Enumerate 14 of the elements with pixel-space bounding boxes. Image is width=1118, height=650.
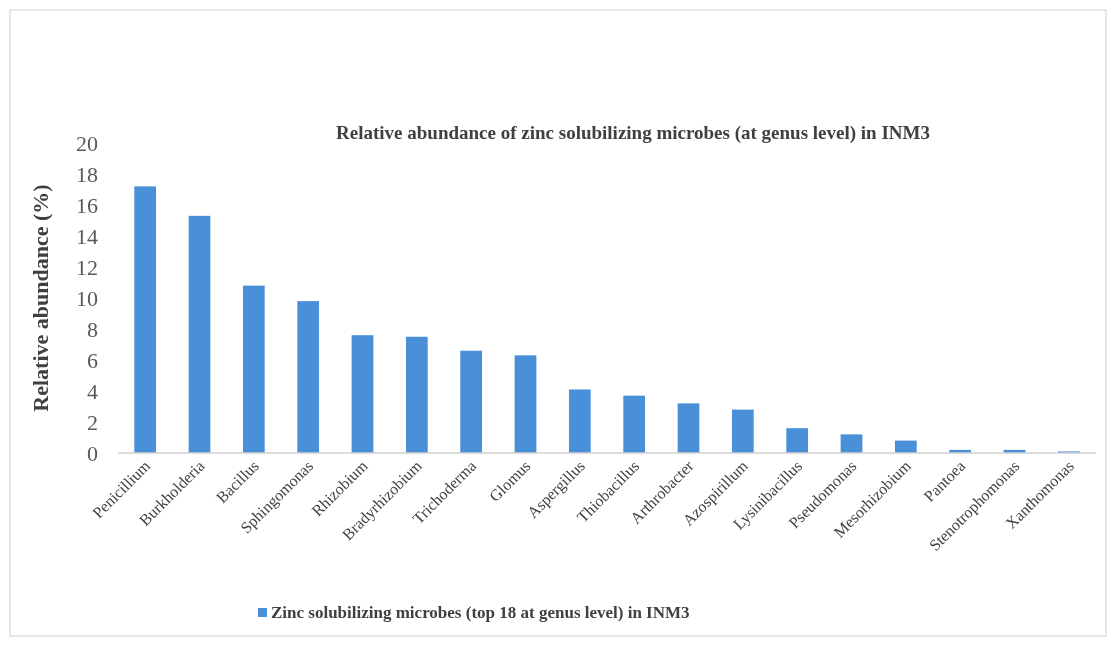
y-tick-label: 12 [76, 254, 98, 280]
y-tick-label: 14 [76, 223, 98, 249]
y-tick-label: 6 [87, 347, 98, 373]
y-tick-label: 20 [76, 130, 98, 156]
y-tick-label: 8 [87, 316, 98, 342]
y-tick-label: 2 [87, 409, 98, 435]
chart-title: Relative abundance of zinc solubilizing microbes (at genus level) in INM3 [336, 122, 930, 144]
y-tick-label: 16 [76, 192, 98, 218]
y-tick-label: 4 [87, 378, 98, 404]
y-axis-title: Relative abundance (%) [28, 184, 53, 412]
y-tick-label: 10 [76, 285, 98, 311]
legend-label: Zinc solubilizing microbes (top 18 at genus level) in INM3 [271, 603, 690, 622]
y-tick-label: 0 [87, 440, 98, 466]
y-tick-label: 18 [76, 161, 98, 187]
